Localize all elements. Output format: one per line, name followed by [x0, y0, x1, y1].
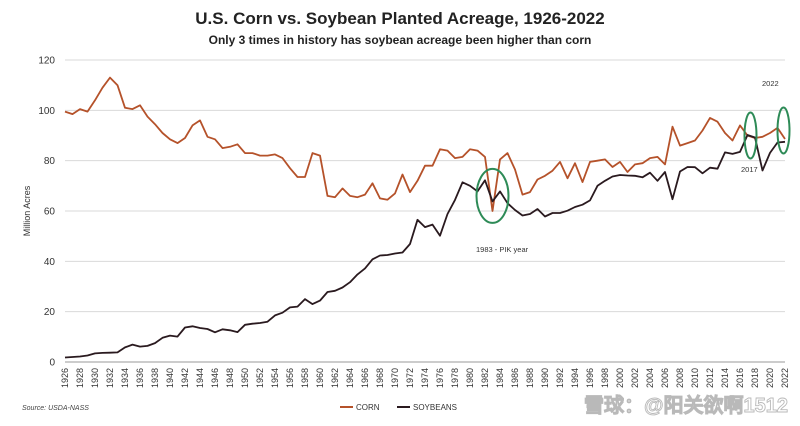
highlight-ellipse [776, 106, 791, 155]
series-line-soybeans [64, 134, 786, 359]
legend: CORN SOYBEANS [340, 403, 457, 412]
x-tick-label: 1990 [540, 368, 550, 388]
watermark-text: 雪球：@阳关欲啊1512 [584, 393, 788, 417]
x-tick-label: 1976 [435, 368, 445, 388]
x-tick-label: 1932 [105, 368, 115, 388]
x-tick-label: 1948 [225, 368, 235, 388]
annotation-2022: 2022 [762, 79, 779, 88]
x-tick-label: 2018 [750, 368, 760, 388]
annotation-1983-pik: 1983 - PIK year [476, 245, 529, 254]
x-tick-label: 1952 [255, 368, 265, 388]
x-tick-label: 1954 [270, 368, 280, 388]
x-tick-label: 1980 [465, 368, 475, 388]
x-tick-label: 2004 [645, 368, 655, 388]
x-tick-label: 2010 [690, 368, 700, 388]
y-tick-label: 80 [44, 156, 56, 167]
x-tick-label: 1940 [165, 368, 175, 388]
x-tick-label: 1974 [420, 368, 430, 388]
x-tick-labels: 1926 1928 1930 1932 1934 1936 1938 1940 1942 1944… [60, 368, 790, 388]
legend-label-soybeans: SOYBEANS [413, 403, 457, 412]
x-tick-label: 2002 [630, 368, 640, 388]
y-tick-label: 60 [44, 207, 56, 218]
x-tick-label: 1926 [60, 368, 70, 388]
x-tick-label: 1958 [300, 368, 310, 388]
x-tick-label: 1994 [570, 368, 580, 388]
x-tick-label: 1964 [345, 368, 355, 388]
x-tick-label: 1950 [240, 368, 250, 388]
x-tick-label: 2016 [735, 368, 745, 388]
highlight-ellipse [743, 111, 758, 160]
highlight-circles [475, 106, 791, 224]
x-tick-label: 1936 [135, 368, 145, 388]
y-tick-label: 100 [38, 106, 55, 117]
x-tick-label: 1934 [120, 368, 130, 388]
x-tick-label: 1968 [375, 368, 385, 388]
chart-title: U.S. Corn vs. Soybean Planted Acreage, 1… [195, 9, 604, 28]
legend-label-corn: CORN [356, 403, 380, 412]
y-axis-label: Million Acres [22, 185, 32, 236]
x-tick-label: 1998 [600, 368, 610, 388]
x-tick-label: 2022 [780, 368, 790, 388]
x-tick-label: 1972 [405, 368, 415, 388]
y-tick-labels: 0 20 40 60 80 100 120 [38, 56, 55, 369]
x-tick-label: 1966 [360, 368, 370, 388]
y-tick-label: 120 [38, 56, 55, 67]
x-tick-label: 1970 [390, 368, 400, 388]
x-tick-label: 2006 [660, 368, 670, 388]
x-tick-label: 1928 [75, 368, 85, 388]
x-tick-label: 1962 [330, 368, 340, 388]
x-tick-label: 1988 [525, 368, 535, 388]
x-tick-label: 1930 [90, 368, 100, 388]
x-tick-label: 1986 [510, 368, 520, 388]
y-tick-label: 40 [44, 257, 56, 268]
x-tick-label: 2008 [675, 368, 685, 388]
x-tick-label: 2020 [765, 368, 775, 388]
x-tick-label: 2000 [615, 368, 625, 388]
series-lines [64, 76, 786, 359]
x-tick-label: 1938 [150, 368, 160, 388]
x-tick-label: 1944 [195, 368, 205, 388]
x-tick-label: 1942 [180, 368, 190, 388]
x-tick-label: 1956 [285, 368, 295, 388]
source-note: Source: USDA-NASS [22, 405, 89, 412]
chart-subtitle: Only 3 times in history has soybean acre… [209, 33, 592, 47]
annotation-2017: 2017 [741, 165, 758, 174]
x-tick-label: 1984 [495, 368, 505, 388]
x-tick-label: 1992 [555, 368, 565, 388]
x-tick-label: 1982 [480, 368, 490, 388]
y-tick-label: 20 [44, 307, 56, 318]
x-tick-label: 1996 [585, 368, 595, 388]
x-tick-label: 2012 [705, 368, 715, 388]
x-tick-label: 2014 [720, 368, 730, 388]
x-tick-label: 1946 [210, 368, 220, 388]
grid-lines [65, 59, 785, 313]
highlight-ellipse [475, 167, 510, 224]
x-tick-label: 1960 [315, 368, 325, 388]
x-tick-label: 1978 [450, 368, 460, 388]
series-line-corn [64, 76, 786, 212]
y-tick-label: 0 [49, 358, 55, 369]
